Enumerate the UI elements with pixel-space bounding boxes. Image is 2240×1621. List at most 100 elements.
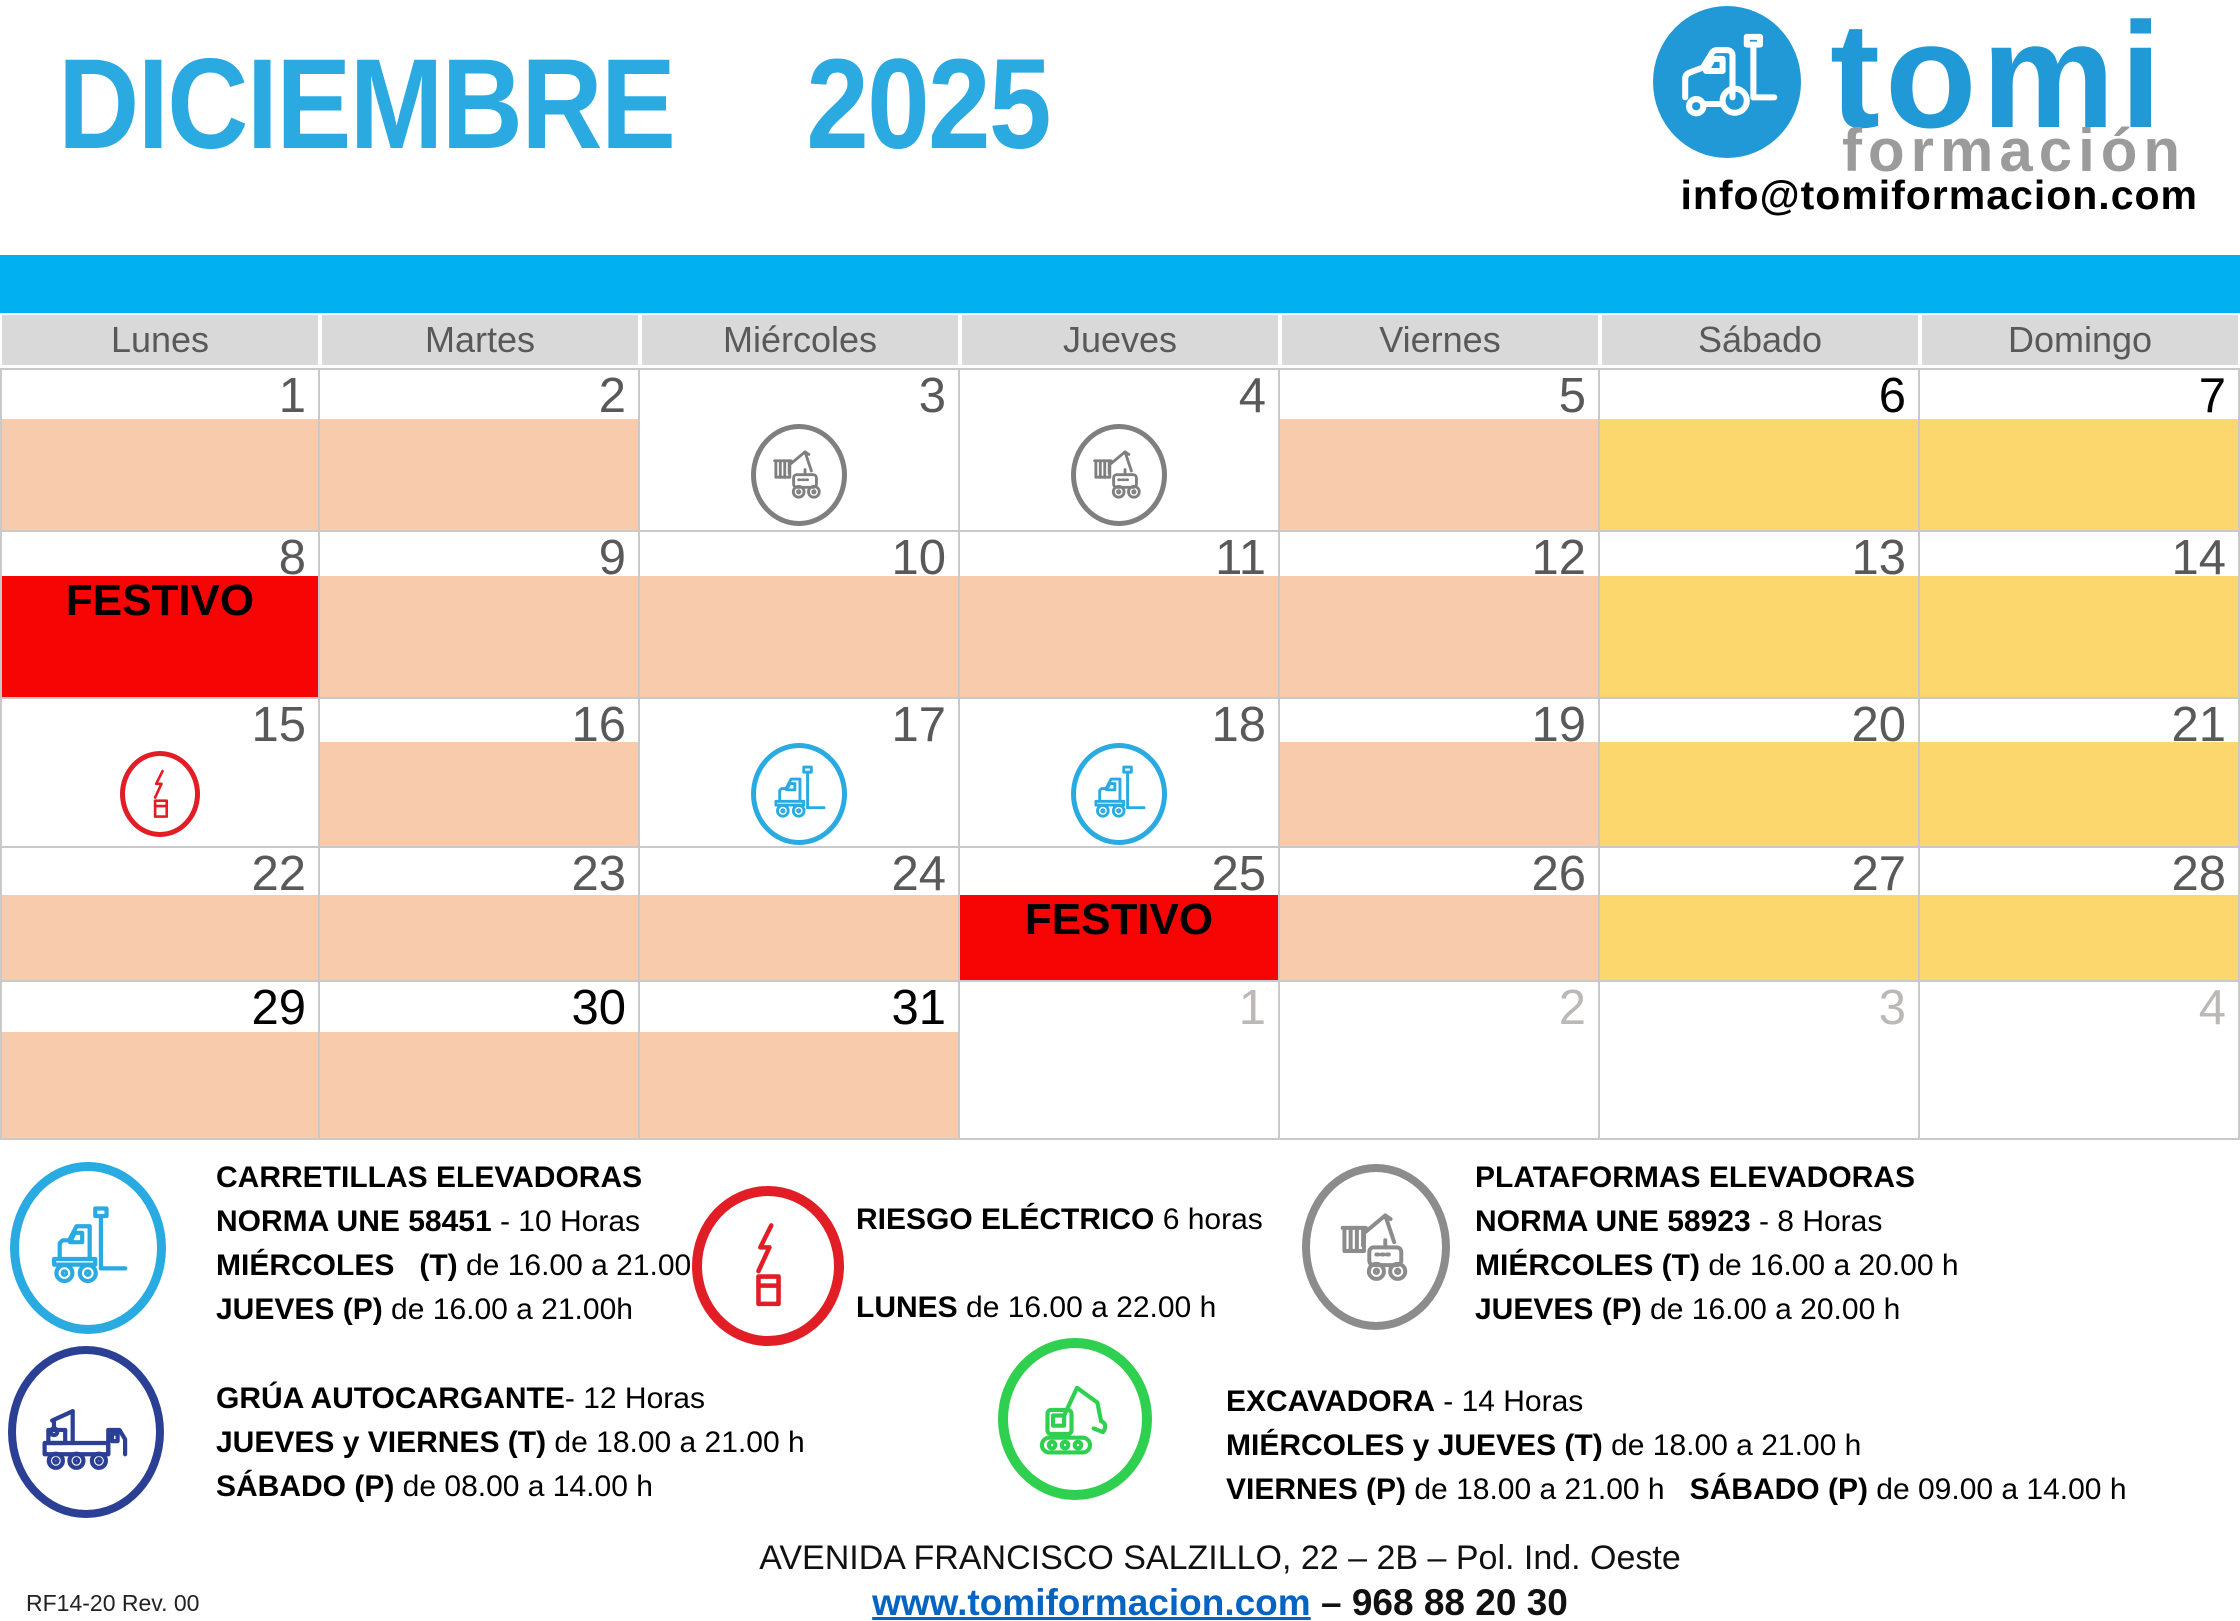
legend-text-excavadora: EXCAVADORA - 14 Horas MIÉRCOLES y JUEVES … (1226, 1380, 2127, 1512)
day-band (1280, 895, 1598, 980)
day-number: 15 (251, 698, 306, 752)
day-number: 2 (1558, 981, 1586, 1035)
day-number: 4 (1238, 369, 1266, 423)
day-number: 20 (1851, 698, 1906, 752)
day-band (960, 1032, 1278, 1138)
day-band (960, 419, 1278, 530)
electric-legend-icon (692, 1186, 844, 1346)
day-cell-12: 12 (1280, 532, 1600, 697)
day-cell-19: 19 (1280, 699, 1600, 846)
day-number: 23 (571, 847, 626, 901)
day-cell-31: 31 (640, 982, 960, 1138)
legend-segment: LUNES (856, 1291, 958, 1324)
doc-code: RF14-20 Rev. 00 (26, 1590, 200, 1616)
day-band (1600, 419, 1918, 530)
day-band (320, 419, 638, 530)
day-band (1600, 895, 1918, 980)
weekday-header-viernes: Viernes (1282, 315, 1598, 365)
day-cell-30: 30 (320, 982, 640, 1138)
contact-email[interactable]: info@tomiformacion.com (1680, 172, 2198, 218)
day-number: 24 (891, 847, 946, 901)
legend-segment: de 18.00 a 21.00 h (546, 1426, 805, 1459)
day-band (2, 419, 318, 530)
day-cell-13: 13 (1600, 532, 1920, 697)
day-number: 30 (571, 981, 626, 1035)
day-band (640, 576, 958, 697)
day-number: 27 (1851, 847, 1906, 901)
day-number: 4 (2198, 981, 2226, 1035)
legend-segment: SÁBADO (P) (1689, 1473, 1868, 1506)
legend-segment: PLATAFORMAS ELEVADORAS (1475, 1161, 1915, 1194)
legend-line: CARRETILLAS ELEVADORAS (216, 1156, 708, 1200)
day-number: 19 (1531, 698, 1586, 752)
day-cell-26: 26 (1280, 848, 1600, 980)
day-band (1600, 1032, 1918, 1138)
day-cell-1: 1 (0, 370, 320, 530)
weekday-header-miércoles: Miércoles (642, 315, 958, 365)
day-cell-5: 5 (1280, 370, 1600, 530)
day-cell-8: 8 FESTIVO (0, 532, 320, 697)
day-cell-18: 18 (960, 699, 1280, 846)
legend-line: NORMA UNE 58451 - 10 Horas (216, 1200, 708, 1244)
day-cell-2: 2 (1280, 982, 1600, 1138)
legend-segment: de 08.00 a 14.00 h (394, 1470, 653, 1503)
festivo-label: FESTIVO (65, 576, 255, 625)
calendar-week-row-5: 29 30 31 1 2 3 4 (0, 980, 2240, 1140)
legend-line: JUEVES y VIERNES (T) de 18.00 a 21.00 h (216, 1421, 805, 1465)
day-number: 7 (2198, 369, 2226, 423)
legend-line: PLATAFORMAS ELEVADORAS (1475, 1156, 1959, 1200)
website-link[interactable]: www.tomiformacion.com (872, 1582, 1311, 1621)
legend-segment: RIESGO ELÉCTRICO (856, 1203, 1155, 1236)
day-number: 29 (251, 981, 306, 1035)
electric-course-icon (120, 751, 200, 837)
calendar-week-row-4: 22 23 24 25 FESTIVO 26 27 28 (0, 846, 2240, 980)
legend-segment: EXCAVADORA (1226, 1385, 1435, 1418)
day-cell-9: 9 (320, 532, 640, 697)
day-cell-27: 27 (1600, 848, 1920, 980)
legend-segment: SÁBADO (P) (216, 1470, 395, 1503)
legend-segment: de 16.00 a 21.00h (457, 1249, 708, 1282)
legend-segment: MIÉRCOLES (T) (216, 1249, 458, 1282)
day-number: 3 (918, 369, 946, 423)
legend-segment: de 09.00 a 14.00 h (1867, 1473, 2127, 1506)
brand-subtitle: formación (1842, 117, 2187, 184)
day-band (2, 742, 318, 846)
legend-text-plataformas-elevadoras: PLATAFORMAS ELEVADORAS NORMA UNE 58923 - … (1475, 1156, 1959, 1332)
legend-segment: JUEVES (P) (216, 1293, 383, 1326)
day-cell-10: 10 (640, 532, 960, 697)
calendar-week-row-1: 1 2 3 4 5 6 7 (0, 368, 2240, 530)
legend-segment: de 18.00 a 21.00 h (1602, 1429, 1862, 1462)
contact-separator: – (1310, 1582, 1352, 1621)
weekday-header-martes: Martes (322, 315, 638, 365)
brand-name: tomi (1830, 0, 2167, 159)
day-number: 16 (571, 698, 626, 752)
legend-segment: CARRETILLAS ELEVADORAS (216, 1161, 643, 1194)
day-band (2, 895, 318, 980)
day-band (320, 895, 638, 980)
day-band (1280, 419, 1598, 530)
legend-line: MIÉRCOLES y JUEVES (T) de 18.00 a 21.00 … (1226, 1424, 2127, 1468)
day-number: 22 (251, 847, 306, 901)
day-cell-7: 7 (1920, 370, 2240, 530)
day-number: 5 (1558, 369, 1586, 423)
weekday-header-jueves: Jueves (962, 315, 1278, 365)
day-cell-25: 25 FESTIVO (960, 848, 1280, 980)
page-title: DICIEMBRE 2025 (58, 37, 1052, 172)
day-band (960, 742, 1278, 846)
legend-text-riesgo-electrico: RIESGO ELÉCTRICO 6 horas LUNES de 16.00 … (856, 1198, 1263, 1330)
blue-banner (0, 255, 2240, 313)
legend-line (856, 1242, 1263, 1286)
day-number: 31 (891, 981, 946, 1035)
forklift-course-icon (1071, 743, 1167, 845)
legend-line: MIÉRCOLES (T) de 16.00 a 21.00h (216, 1244, 708, 1288)
platform-course-icon (751, 423, 847, 526)
day-band (1280, 742, 1598, 846)
day-band: FESTIVO (2, 576, 318, 697)
day-cell-4: 4 (1920, 982, 2240, 1138)
legend-segment: VIERNES (P) (1226, 1473, 1407, 1506)
forklift-legend-icon (10, 1162, 166, 1334)
day-number: 1 (278, 369, 306, 423)
day-band (1920, 576, 2238, 697)
day-number: 6 (1878, 369, 1906, 423)
tomi-logo-circle (1653, 6, 1801, 158)
